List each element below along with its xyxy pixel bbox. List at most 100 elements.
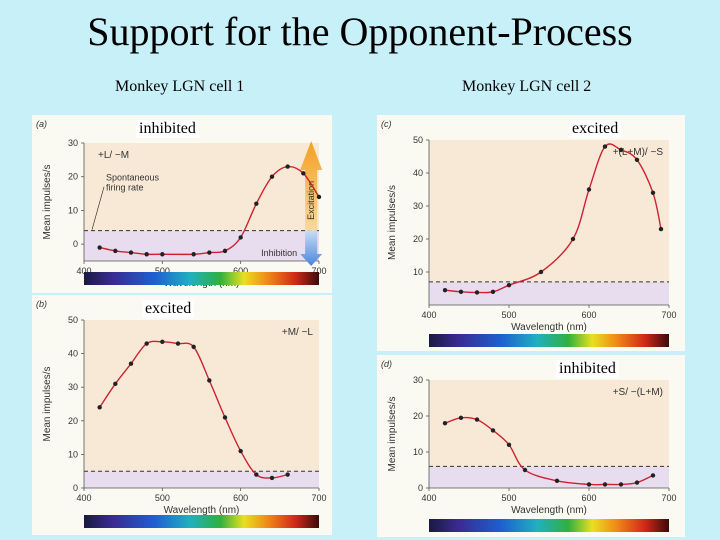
series-label: +(L+M)/ −S — [613, 147, 664, 158]
spontaneous-band — [84, 471, 319, 488]
panel-letter: (d) — [381, 359, 392, 369]
data-point — [113, 248, 118, 254]
data-point — [191, 344, 196, 350]
y-axis-label: Mean impulses/s — [387, 185, 398, 260]
data-point — [254, 201, 259, 206]
data-point — [618, 147, 624, 153]
y-axis-label: Mean impulses/s — [42, 366, 53, 441]
inhibition-label: Inhibition — [261, 248, 297, 258]
data-point — [458, 415, 464, 420]
plot-area — [429, 140, 669, 305]
data-point — [113, 381, 118, 387]
series-label: +S/ −(L+M) — [613, 387, 663, 398]
spontaneous-band — [84, 230, 319, 261]
y-tick-label: 30 — [68, 138, 78, 148]
data-point — [238, 235, 243, 240]
inhibition-arrow — [300, 230, 323, 266]
overlay-d-inhibited: inhibited — [556, 360, 619, 378]
data-point — [586, 482, 592, 487]
x-tick-label: 400 — [421, 310, 436, 320]
x-axis-label: Wavelength (nm) — [511, 505, 587, 516]
data-point — [160, 252, 165, 257]
data-point — [191, 252, 196, 257]
data-point — [658, 226, 664, 232]
y-tick-label: 20 — [68, 416, 78, 426]
data-point — [97, 405, 102, 410]
wavelength-spectrum-bar — [84, 515, 319, 528]
data-point — [144, 341, 149, 346]
y-tick-label: 50 — [68, 315, 78, 325]
y-tick-label: 30 — [68, 382, 78, 392]
x-tick-label: 500 — [501, 493, 516, 503]
chart-b-svg: 0 10 20 30 40 50 400 500 600 700 Wavelength (nm) Me… — [36, 299, 327, 528]
x-tick-label: 500 — [155, 493, 170, 503]
wavelength-spectrum-bar — [429, 519, 669, 532]
chart-panel-b: 0 10 20 30 40 50 400 500 600 700 Wavelength (nm) Me… — [32, 295, 332, 535]
x-tick-label: 700 — [311, 266, 326, 276]
y-tick-label: 10 — [68, 205, 78, 215]
y-tick-label: 50 — [413, 135, 423, 145]
chart-panel-d: 0 10 20 30 400 500 600 700 Wavelength (nm) Mean i… — [377, 355, 685, 537]
y-axis-label: Mean impulses/s — [42, 164, 53, 239]
chart-panel-c: 10 20 30 40 50 400 500 600 700 Wavelength (nm) Mea… — [377, 115, 685, 351]
data-point — [554, 478, 560, 483]
series-label: +M/ −L — [282, 327, 314, 338]
y-tick-label: 40 — [68, 349, 78, 359]
y-tick-label: 20 — [68, 172, 78, 182]
y-tick-label: 0 — [418, 483, 423, 493]
annotation-firing-rate: firing rate — [106, 183, 144, 193]
data-point — [442, 421, 448, 426]
chart-c-svg: 10 20 30 40 50 400 500 600 700 Wavelength (nm) Mea… — [381, 119, 677, 347]
data-point — [490, 428, 496, 433]
data-point — [238, 448, 243, 454]
slide-title: Support for the Opponent-Process — [87, 9, 633, 54]
overlay-a-inhibited: inhibited — [136, 120, 199, 138]
plot-area — [84, 320, 319, 488]
y-tick-label: 10 — [413, 267, 423, 277]
data-point — [602, 144, 608, 149]
panel-letter: (c) — [381, 119, 392, 129]
data-point — [222, 248, 228, 254]
data-point — [458, 289, 464, 294]
x-tick-label: 700 — [311, 493, 326, 503]
data-point — [285, 472, 290, 477]
data-point — [506, 283, 512, 288]
data-point — [586, 187, 592, 192]
x-tick-label: 400 — [421, 493, 436, 503]
data-point — [128, 250, 134, 255]
wavelength-spectrum-bar — [84, 272, 319, 285]
data-point — [650, 473, 656, 478]
data-point — [634, 480, 640, 485]
data-point — [128, 361, 134, 366]
panel-letter: (a) — [36, 119, 47, 129]
x-axis-label: Wavelength (nm) — [511, 322, 587, 333]
spontaneous-band — [429, 466, 669, 488]
annotation-pointer — [91, 186, 105, 230]
data-point — [538, 269, 544, 275]
spontaneous-band — [429, 281, 669, 305]
y-tick-label: 10 — [413, 447, 423, 457]
data-point — [301, 171, 306, 176]
data-point — [316, 194, 322, 200]
y-tick-label: 30 — [413, 201, 423, 211]
data-point — [207, 250, 212, 255]
x-tick-label: 700 — [661, 310, 676, 320]
cell1-label: Monkey LGN cell 1 — [115, 78, 245, 95]
y-tick-label: 20 — [413, 411, 423, 421]
overlay-b-excited: excited — [142, 300, 195, 318]
data-point — [602, 482, 608, 487]
cell2-label: Monkey LGN cell 2 — [462, 78, 592, 95]
x-tick-label: 700 — [661, 493, 676, 503]
x-tick-label: 600 — [233, 493, 248, 503]
data-point — [474, 417, 480, 422]
x-tick-label: 500 — [501, 310, 516, 320]
data-point — [144, 252, 149, 257]
x-tick-label: 600 — [581, 310, 596, 320]
y-axis-label: Mean impulses/s — [387, 396, 398, 471]
excitation-label: Excitation — [306, 181, 316, 220]
y-tick-label: 40 — [413, 168, 423, 178]
y-tick-label: 30 — [413, 375, 423, 385]
data-point — [207, 378, 212, 383]
data-point — [618, 482, 624, 487]
